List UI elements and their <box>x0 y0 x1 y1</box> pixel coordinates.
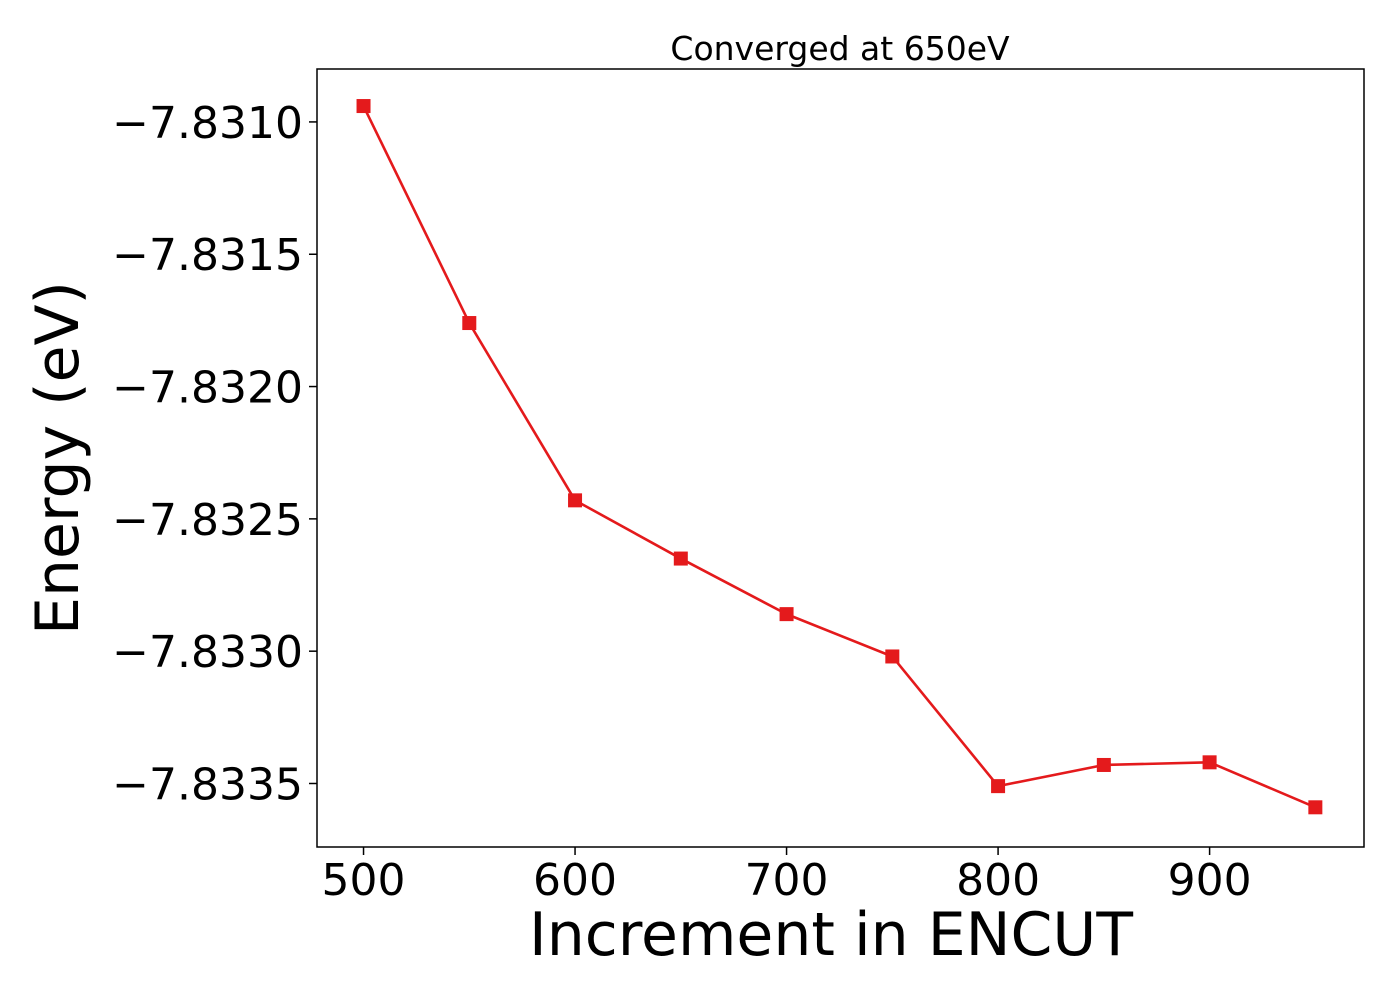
data-point-marker <box>991 779 1006 794</box>
data-point-marker <box>1202 755 1217 770</box>
data-point-marker <box>673 551 688 566</box>
data-point-marker <box>885 649 900 664</box>
x-axis-ticks: 500 600 700 800 900 <box>322 847 1252 906</box>
series-layer <box>356 99 1323 815</box>
y-tick-label: −7.8320 <box>112 363 303 414</box>
chart-title: Converged at 650eV <box>670 29 1010 68</box>
x-axis-label: Increment in ENCUT <box>529 900 1133 970</box>
x-tick-label: 800 <box>956 855 1040 906</box>
data-point-marker <box>1096 757 1111 772</box>
y-axis-label: Energy (eV) <box>23 281 93 635</box>
x-tick-label: 600 <box>533 855 617 906</box>
y-tick-label: −7.8325 <box>112 495 303 546</box>
y-tick-label: −7.8310 <box>112 98 303 149</box>
data-point-marker <box>462 316 477 331</box>
x-tick-label: 500 <box>322 855 406 906</box>
data-point-marker <box>779 607 794 622</box>
y-tick-label: −7.8315 <box>112 230 303 281</box>
x-tick-label: 700 <box>745 855 829 906</box>
y-tick-label: −7.8335 <box>112 759 303 810</box>
x-tick-label: 900 <box>1168 855 1252 906</box>
plot-area <box>316 68 1365 848</box>
plot-frame <box>316 68 1365 848</box>
data-point-marker <box>356 99 371 114</box>
series-line <box>362 105 1316 809</box>
y-axis-ticks: −7.8310 −7.8315 −7.8320 −7.8325 −7.8330 −7.83… <box>112 98 317 810</box>
y-tick-label: −7.8330 <box>112 627 303 678</box>
data-point-marker <box>568 493 583 508</box>
data-point-marker <box>1308 800 1323 815</box>
